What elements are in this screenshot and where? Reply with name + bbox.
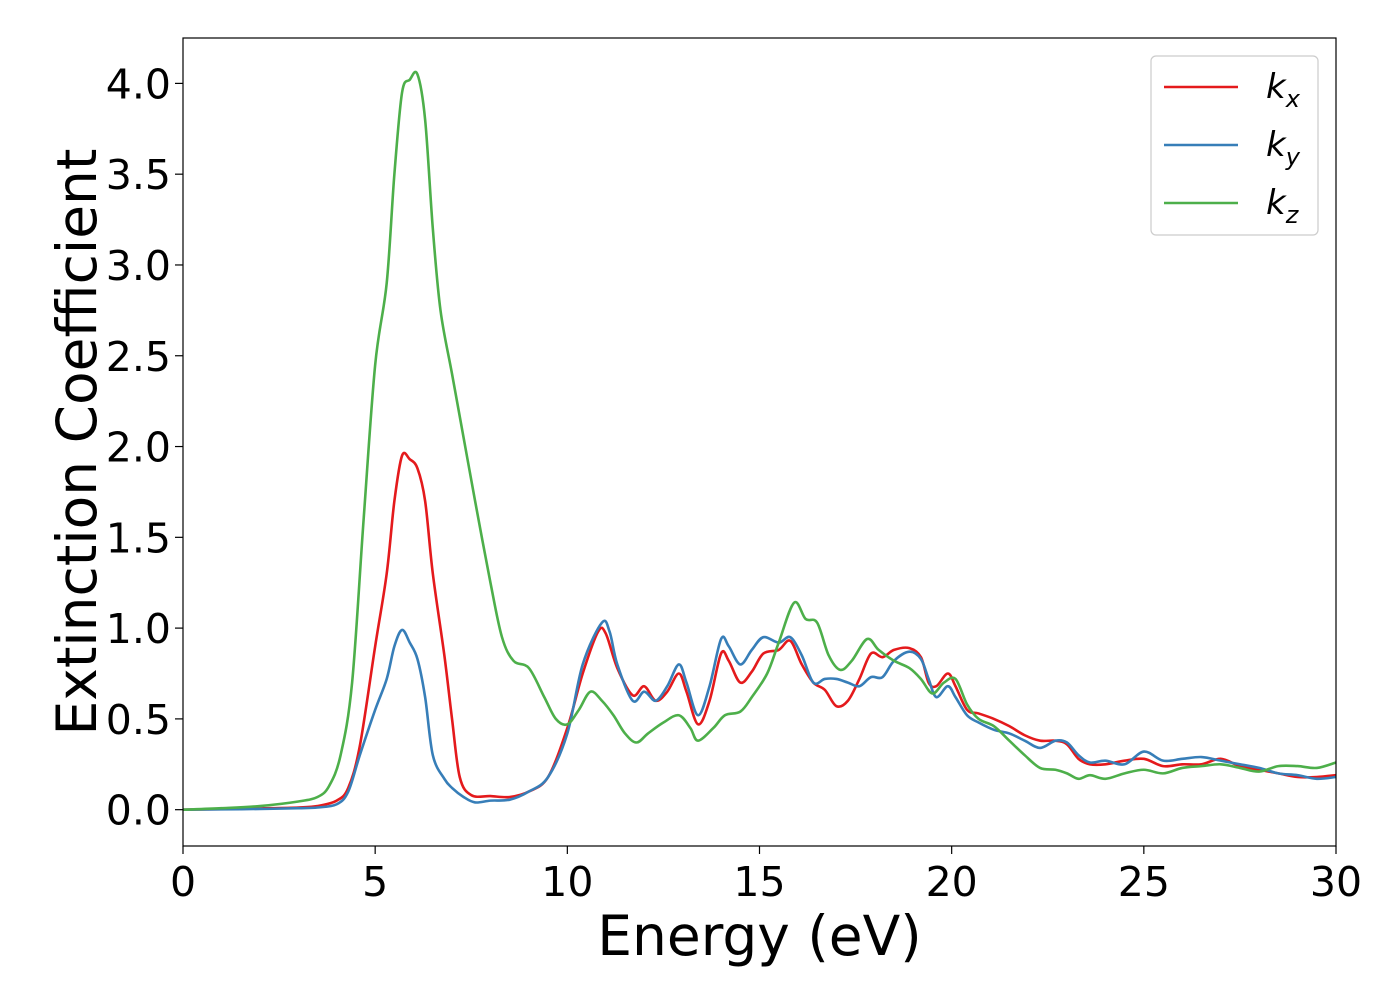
legend-label-subscript: z [1285, 201, 1300, 229]
y-tick-label: 0.0 [106, 787, 171, 835]
series-line-kx [183, 451, 1336, 811]
x-tick-label: 20 [926, 858, 978, 906]
legend-label-subscript: x [1285, 85, 1301, 113]
x-axis-label: Energy (eV) [597, 904, 921, 968]
x-tick-label: 15 [733, 858, 785, 906]
x-tick-label: 25 [1118, 858, 1170, 906]
legend-label-kz: kz [1266, 183, 1300, 229]
legend-label-kx: kx [1266, 67, 1301, 113]
y-axis-label: Extinction Coefficient [45, 149, 109, 736]
y-tick-label: 2.0 [106, 424, 171, 472]
legend-label-main: k [1266, 67, 1287, 107]
series-line-ky [183, 619, 1336, 811]
y-tick-label: 2.5 [106, 333, 171, 381]
x-axis: 0 5 10 15 20 25 30 [170, 846, 1362, 906]
x-tick-label: 0 [170, 858, 196, 906]
y-tick-label: 3.5 [106, 151, 171, 199]
x-tick-label: 5 [362, 858, 388, 906]
series-lines [183, 70, 1336, 811]
x-tick-label: 30 [1310, 858, 1362, 906]
x-tick-label: 10 [541, 858, 593, 906]
y-tick-label: 1.5 [106, 514, 171, 562]
y-tick-label: 1.0 [106, 605, 171, 653]
legend-label-main: k [1266, 183, 1287, 223]
legend-label-main: k [1266, 125, 1287, 165]
y-axis: 0.0 0.5 1.0 1.5 2.0 2.5 3.0 3.5 4.0 [106, 60, 183, 835]
legend-label-ky: ky [1266, 125, 1301, 171]
legend-label-subscript: y [1285, 143, 1301, 171]
series-line-kz [183, 70, 1336, 811]
y-tick-label: 4.0 [106, 60, 171, 108]
y-tick-label: 3.0 [106, 242, 171, 290]
y-tick-label: 0.5 [106, 696, 171, 744]
